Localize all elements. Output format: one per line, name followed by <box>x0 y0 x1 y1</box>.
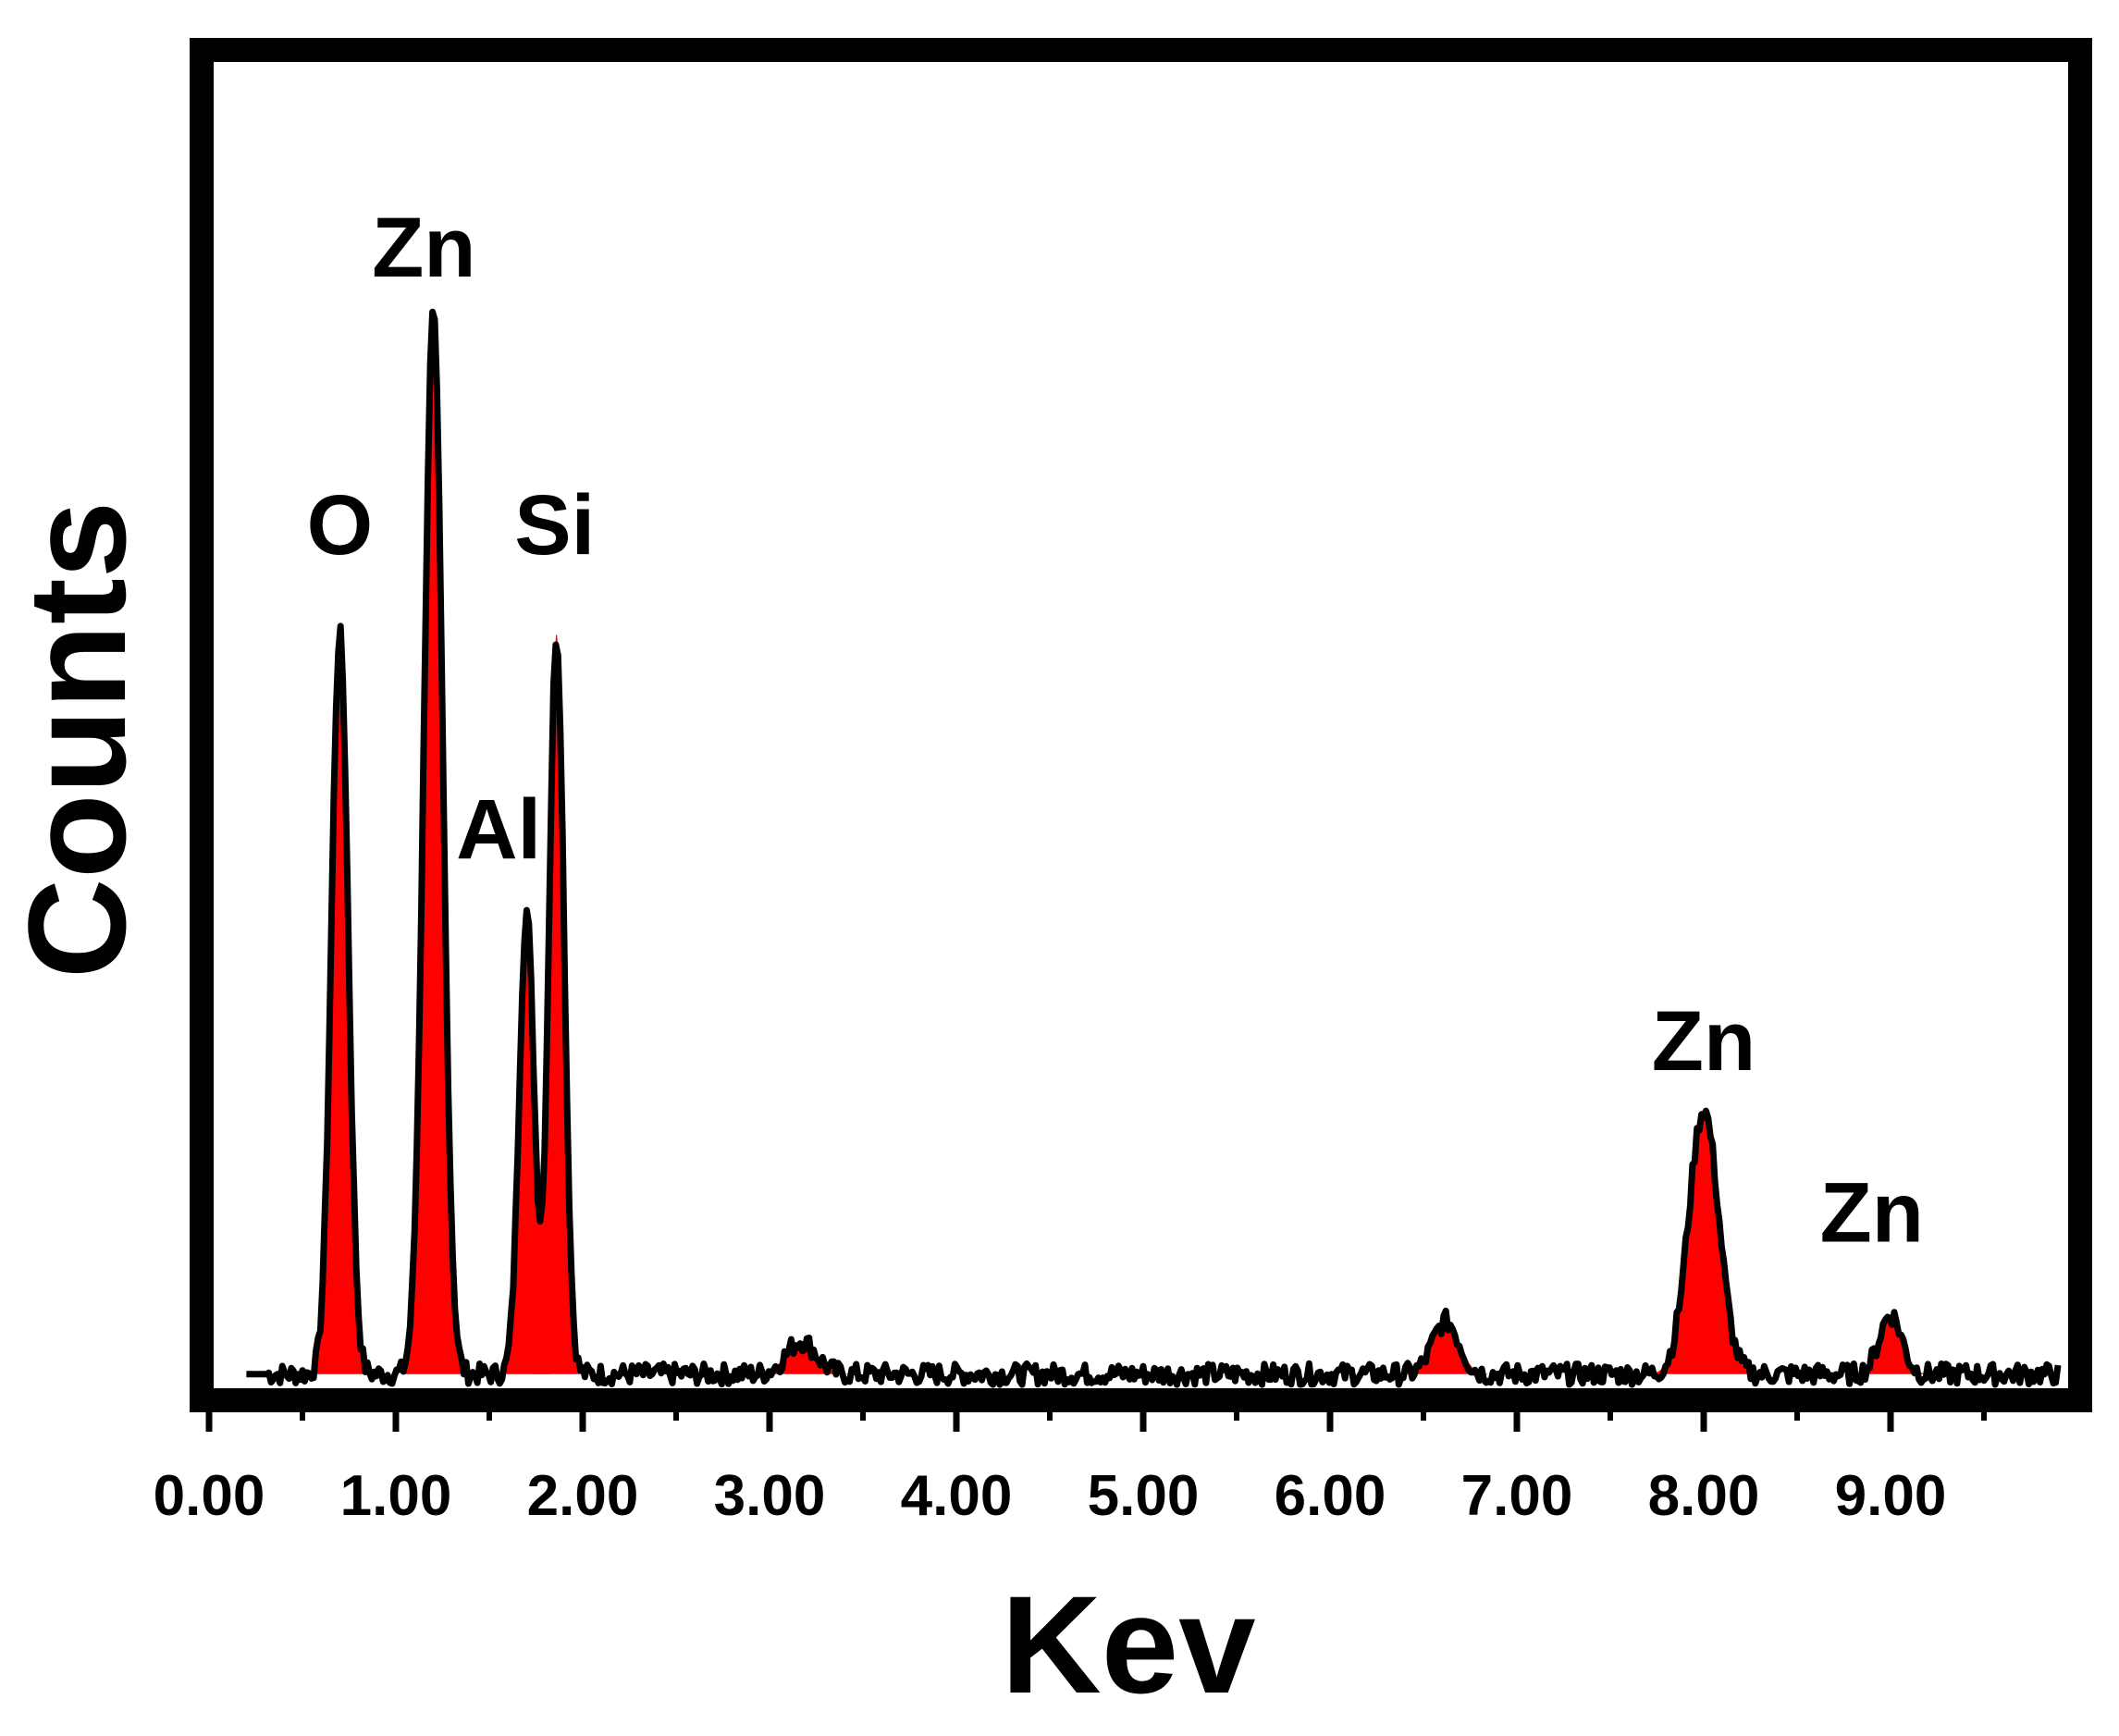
x-tick-label-0: 0.00 <box>154 1464 265 1528</box>
peak-annotations: O Zn Al Si Zn Zn <box>307 201 1924 1261</box>
spectrum-line <box>245 308 2062 1388</box>
peak-label-2: Al <box>456 782 541 877</box>
x-tick-label-4: 4.00 <box>901 1464 1013 1528</box>
x-tick-label-9: 9.00 <box>1835 1464 1947 1528</box>
plot-frame <box>190 38 2092 1412</box>
peak-label-5: Zn <box>1820 1166 1924 1261</box>
x-tick-label-2: 2.00 <box>527 1464 639 1528</box>
x-tick-label-7: 7.00 <box>1461 1464 1573 1528</box>
x-tick-label-1: 1.00 <box>340 1464 452 1528</box>
x-tick-label-6: 6.00 <box>1275 1464 1386 1528</box>
y-axis-title: Counts <box>0 501 154 979</box>
x-tick-label-8: 8.00 <box>1648 1464 1760 1528</box>
x-axis-title: Kev <box>1001 1567 1255 1722</box>
peak-label-0: O <box>307 478 374 573</box>
peak-label-4: Zn <box>1652 994 1756 1089</box>
peak-label-3: Si <box>514 478 595 573</box>
peak-label-1: Zn <box>372 201 475 295</box>
x-tick-label-3: 3.00 <box>714 1464 826 1528</box>
x-tick-label-5: 5.00 <box>1088 1464 1200 1528</box>
x-axis-ticks: 0.00 1.00 2.00 3.00 4.00 5.00 6.00 7.00 8.00 9.00 <box>154 1406 1987 1528</box>
spectrum-line-layer <box>245 308 2062 1388</box>
